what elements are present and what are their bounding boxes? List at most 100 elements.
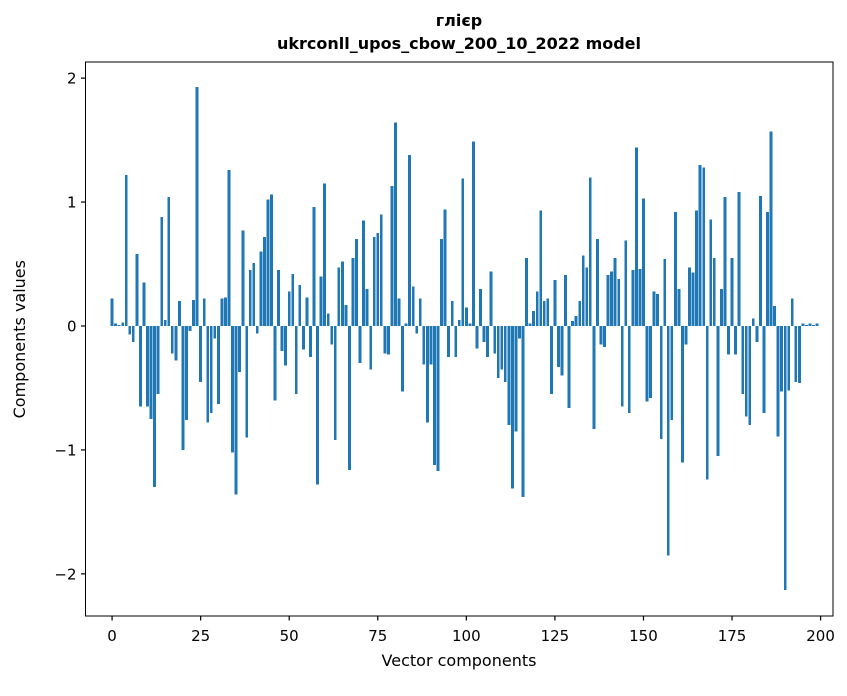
bar: [801, 323, 805, 326]
bar: [585, 267, 589, 326]
bar: [220, 298, 224, 326]
bar: [273, 325, 277, 401]
bar: [695, 210, 699, 326]
x-tick-label: 50: [280, 627, 299, 645]
bar: [114, 323, 118, 326]
x-axis-label: Vector components: [381, 651, 537, 670]
title-block: глієр ukrconll_upos_cbow_200_10_2022 mod…: [85, 9, 833, 55]
bar: [461, 178, 465, 326]
bar: [358, 325, 362, 364]
bar: [255, 325, 259, 334]
bar: [496, 325, 500, 379]
bar: [372, 236, 376, 326]
bar: [153, 325, 156, 488]
bar: [645, 325, 649, 402]
bar: [734, 325, 737, 355]
bar: [177, 301, 181, 326]
chart-subtitle: ukrconll_upos_cbow_200_10_2022 model: [276, 34, 642, 53]
bar: [376, 233, 380, 326]
bar: [673, 211, 677, 326]
x-tick-label: 25: [191, 627, 210, 645]
bar: [117, 324, 121, 326]
bar: [486, 325, 489, 357]
bar: [266, 199, 270, 326]
bar: [528, 323, 532, 326]
bar: [326, 313, 330, 326]
bar: [149, 325, 153, 419]
bar: [309, 325, 312, 357]
bar: [688, 267, 691, 326]
bar: [280, 325, 284, 351]
bar: [163, 319, 167, 326]
bar: [216, 325, 220, 405]
bar: [525, 257, 528, 326]
bar: [500, 325, 504, 370]
bar: [433, 325, 436, 465]
bar: [755, 325, 759, 343]
bar: [773, 306, 776, 326]
y-tick-label: 2: [67, 70, 77, 88]
bar: [457, 319, 461, 326]
bar: [549, 325, 553, 395]
bar: [170, 325, 174, 354]
bar: [234, 325, 238, 495]
bar: [379, 214, 383, 326]
bar: [110, 298, 114, 326]
bar: [245, 325, 249, 438]
bar: [769, 131, 773, 326]
bar: [411, 286, 415, 326]
bar: [284, 325, 288, 366]
bar: [719, 288, 723, 326]
bar: [503, 325, 507, 382]
bar: [227, 169, 231, 326]
bar: [620, 325, 624, 407]
chart-title: глієр: [435, 11, 483, 30]
bar: [355, 239, 358, 326]
x-tick-label: 75: [368, 627, 387, 645]
bar: [464, 307, 468, 326]
bar: [124, 174, 128, 326]
bar: [518, 325, 521, 339]
bar: [468, 323, 472, 326]
bar: [702, 167, 706, 326]
bar: [337, 267, 341, 326]
bar: [748, 325, 752, 426]
bar: [560, 325, 564, 376]
bar: [188, 325, 192, 331]
y-tick-label: 0: [67, 317, 77, 335]
bar: [712, 257, 716, 326]
bar: [397, 298, 401, 326]
bar: [705, 325, 709, 480]
bar: [606, 275, 610, 326]
bar: [386, 325, 390, 355]
bar: [195, 86, 199, 326]
bar: [797, 325, 801, 383]
bar: [730, 257, 734, 326]
bar: [301, 325, 305, 350]
bar: [787, 325, 791, 391]
bar: [479, 288, 482, 326]
bar: [146, 325, 149, 407]
bar: [571, 321, 575, 326]
bar: [790, 298, 794, 326]
bar: [323, 183, 327, 326]
bar: [652, 291, 656, 326]
bar: [656, 293, 660, 326]
bar: [627, 325, 631, 413]
bar: [224, 297, 227, 326]
bar: [475, 325, 479, 349]
bar: [574, 316, 578, 326]
bar: [262, 236, 266, 326]
bar: [156, 325, 160, 395]
bar: [128, 325, 132, 335]
bar: [238, 325, 242, 372]
bar: [436, 325, 440, 471]
bar: [121, 322, 125, 326]
bar: [691, 272, 695, 326]
x-tick-label: 200: [806, 627, 835, 645]
bar: [248, 270, 252, 326]
bar: [472, 141, 475, 326]
bar: [631, 270, 635, 326]
